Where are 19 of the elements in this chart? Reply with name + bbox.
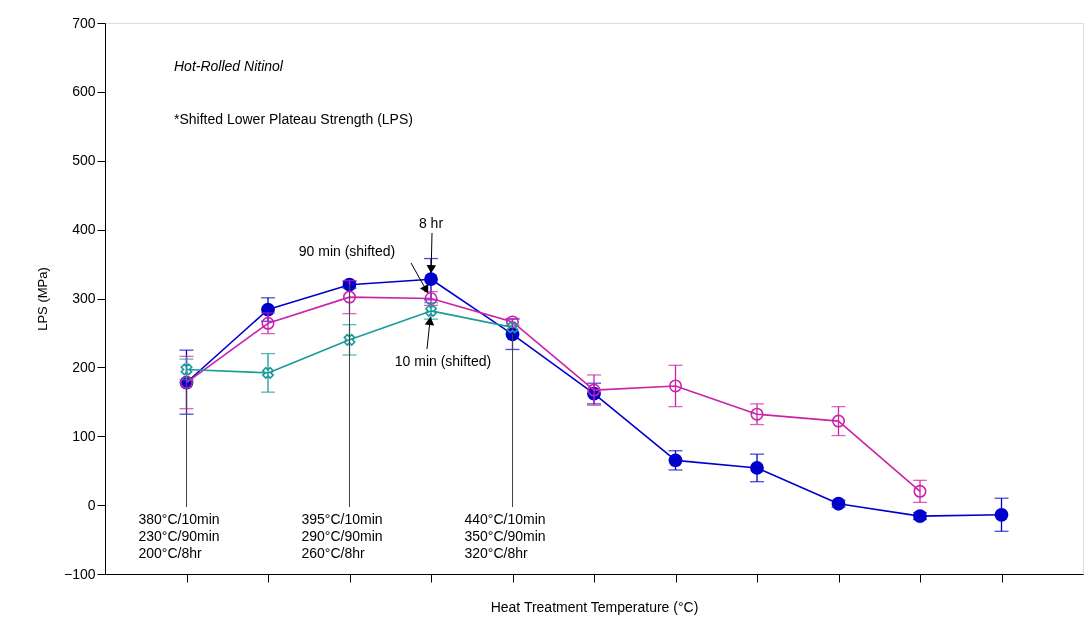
annotation: 8 hr xyxy=(418,215,444,231)
y-tick-label: 300 xyxy=(72,290,96,306)
y-tick-label: 400 xyxy=(72,221,96,238)
y-tick-label: −100 xyxy=(63,565,96,582)
annotation: 380°C/10min 230°C/90min 200°C/8hr xyxy=(138,511,220,561)
annotation: 395°C/10min 290°C/90min 260°C/8hr xyxy=(301,511,383,561)
annotation: 10 min (shifted) xyxy=(394,353,492,369)
y-tick-label: 500 xyxy=(72,152,96,169)
y-tick-label: 0 xyxy=(87,496,96,513)
y-tick-label: 100 xyxy=(72,427,96,444)
y-tick-label: 200 xyxy=(72,358,96,375)
y-tick-label: 600 xyxy=(72,83,96,100)
y-tick-label: 700 xyxy=(72,14,96,31)
x-axis-title: Heat Treatment Temperature (°C) xyxy=(490,599,699,615)
annotation: Hot-Rolled Nitinol xyxy=(174,58,284,74)
y-axis-title: LPS (MPa) xyxy=(34,267,50,331)
annotation: 90 min (shifted) xyxy=(298,243,396,259)
annotation: *Shifted Lower Plateau Strength (LPS) xyxy=(174,111,413,127)
annotation: 440°C/10min 350°C/90min 320°C/8hr xyxy=(464,511,546,561)
